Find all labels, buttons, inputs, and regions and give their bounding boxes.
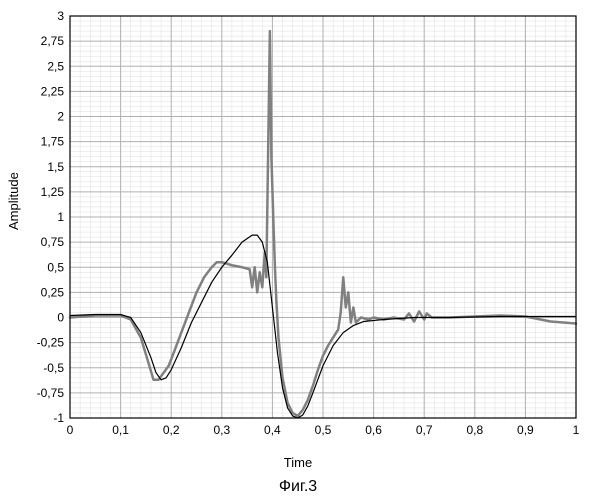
y-tick-label: 0,25 (41, 285, 65, 299)
y-tick-label: 1,75 (41, 135, 65, 149)
y-tick-label: -0,5 (43, 361, 64, 375)
y-tick-label: 1 (57, 210, 64, 224)
x-tick-label: 0,1 (112, 423, 129, 437)
x-tick-label: 0,3 (213, 423, 230, 437)
x-tick-label: 0,9 (517, 423, 534, 437)
y-tick-label: 0,75 (41, 235, 65, 249)
x-tick-label: 1 (573, 423, 580, 437)
x-tick-label: 0,7 (416, 423, 433, 437)
line-chart: 0 0,1 0,2 0,3 0,4 0,5 0,6 0,7 0,8 0,9 1 -1 -0,75 -0,5… (0, 0, 596, 452)
y-tick-label: 2,5 (47, 59, 64, 73)
x-tick-label: 0,4 (264, 423, 281, 437)
y-tick-label: 0,5 (47, 260, 64, 274)
y-tick-label: 3 (57, 9, 64, 23)
y-tick-label: 2,75 (41, 34, 65, 48)
y-tick-label: 1,25 (41, 185, 65, 199)
chart-container: Amplitude 0 0,1 0,2 0,3 0,4 0,5 0,6 0,7 0,8 0,9 1 -… (0, 0, 596, 500)
x-tick-label: 0,2 (163, 423, 180, 437)
x-tick-label: 0,5 (315, 423, 332, 437)
y-tick-label: 2,25 (41, 84, 65, 98)
y-axis-label: Amplitude (6, 172, 21, 230)
y-tick-label: 0 (57, 311, 64, 325)
x-tick-label: 0 (67, 423, 74, 437)
y-tick-label: -1 (53, 411, 64, 425)
figure-caption: Фиг.3 (0, 478, 596, 496)
x-tick-label: 0,6 (365, 423, 382, 437)
x-axis-label: Time (0, 455, 596, 470)
y-tick-label: -0,25 (37, 336, 65, 350)
y-tick-label: -0,75 (37, 386, 65, 400)
y-tick-label: 1,5 (47, 160, 64, 174)
x-tick-label: 0,8 (466, 423, 483, 437)
y-tick-label: 2 (57, 110, 64, 124)
